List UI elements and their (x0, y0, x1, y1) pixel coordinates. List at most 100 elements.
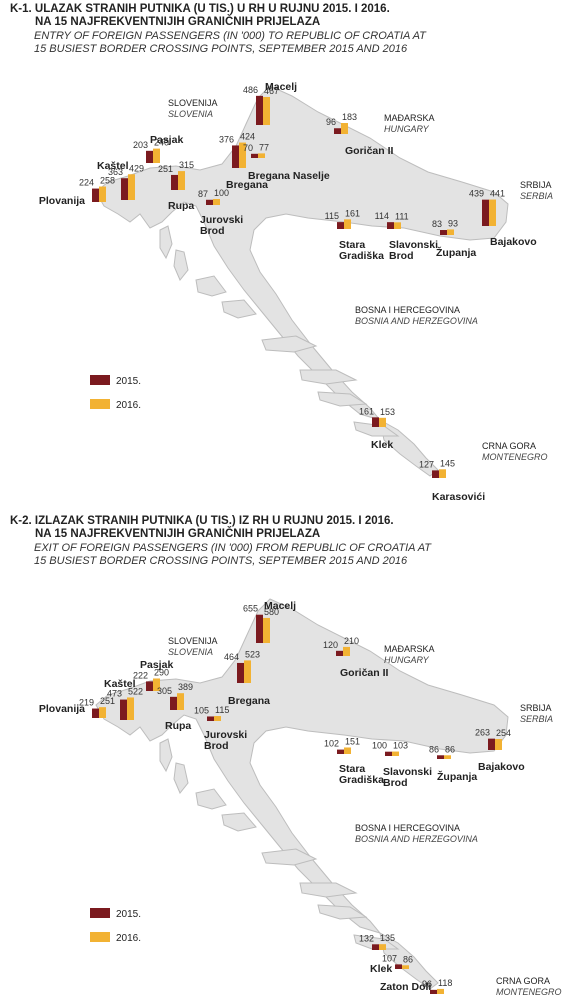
crossing-name-pasjak: Pasjak (150, 134, 183, 146)
subtitle-line-2: 15 BUSIEST BORDER CROSSING POINTS, SEPTE… (34, 555, 408, 567)
bar-2015-plovanija (92, 188, 99, 202)
crossing-name-rupa: Rupa (165, 720, 191, 732)
value-2015-jurovski-brod: 87 (198, 189, 208, 199)
crossing-name-rupa: Rupa (168, 200, 194, 212)
value-2015-plovanija: 224 (79, 178, 94, 188)
island (299, 369, 358, 385)
bar-2015-slavonski-brod (385, 751, 392, 756)
bar-2015-bajakovo (482, 199, 489, 226)
value-2016-rupa: 389 (178, 682, 193, 692)
bar-2016-zupanja (444, 755, 451, 759)
crossing-plovanija: 219 251 Plovanija (39, 696, 115, 718)
island (299, 882, 358, 898)
crossing-klek: 132 135 Klek (359, 933, 395, 975)
country-label-en-slovenia: SLOVENIA (168, 109, 213, 119)
island (221, 812, 257, 832)
value-2015-karasovici: 96 (422, 979, 432, 989)
bar-2016-plovanija (99, 186, 106, 202)
legend-label-2016: 2016. (116, 933, 141, 944)
bar-2016-rupa (177, 693, 184, 710)
value-2016-pasjak: 290 (154, 667, 169, 677)
crossing-slavonski-brod: 100 103 Slavonski Brod (372, 741, 432, 789)
bar-2016-karasovici (437, 988, 444, 994)
value-2016-plovanija: 251 (100, 696, 115, 706)
value-2016-kastel: 429 (129, 163, 144, 173)
crossing-name-bregana-naselje: Bregana Naselje (248, 170, 330, 182)
crossing-zaton-doli: 107 86 Zaton Doli (380, 953, 431, 993)
crossing-name-stara-gradiska: Stara Gradiška (339, 763, 384, 786)
crossing-jurovski-brod: 105 115 Jurovski Brod (194, 705, 247, 752)
value-2015-macelj: 655 (243, 604, 258, 614)
value-2015-rupa: 305 (157, 686, 172, 696)
value-2015-bajakovo: 439 (469, 189, 484, 199)
value-2015-macelj: 486 (243, 85, 258, 95)
title-line-2: NA 15 NAJFREKVENTNIJIH GRANIČNIH PRIJELA… (35, 528, 321, 540)
legend-swatch-2015 (90, 375, 110, 385)
title-line-1: K-2. IZLAZAK STRANIH PUTNIKA (U TIS.) IZ… (10, 515, 394, 527)
bar-2015-stara-gradiska (337, 749, 344, 754)
value-2015-gorican-ii: 120 (323, 640, 338, 650)
map-title: K-1. ULAZAK STRANIH PUTNIKA (U TIS.) U R… (10, 3, 390, 29)
crossing-name-gorican-ii: Goričan II (340, 667, 389, 679)
crossing-gorican-ii: 96 183 Goričan II (326, 112, 394, 157)
legend-label-2016: 2016. (116, 400, 141, 411)
bar-2015-pasjak (146, 150, 153, 163)
value-2016-stara-gradiska: 161 (345, 208, 360, 218)
value-2015-slavonski-brod: 114 (375, 211, 389, 221)
bar-2015-rupa (170, 696, 177, 710)
value-2015-gorican-ii: 96 (326, 117, 336, 127)
value-2016-klek: 153 (380, 407, 395, 417)
bar-2016-pasjak (153, 678, 160, 691)
bar-2015-gorican-ii (336, 650, 343, 656)
value-2016-plovanija: 258 (100, 176, 115, 186)
bar-2015-stara-gradiska (337, 222, 344, 229)
bar-2015-zupanja (440, 230, 447, 235)
crossing-stara-gradiska: 115 161 Stara Gradiška (325, 208, 384, 262)
country-label-bosna-i-hercegovina: BOSNA I HERCEGOVINA (355, 305, 460, 315)
bar-2015-plovanija (92, 708, 99, 718)
country-label-srbija: SRBIJA (520, 180, 552, 190)
title-line-2: NA 15 NAJFREKVENTNIJIH GRANIČNIH PRIJELA… (35, 16, 321, 28)
value-2015-bajakovo: 263 (475, 728, 490, 738)
value-2016-karasovici: 145 (440, 458, 455, 468)
value-2016-zupanja: 86 (445, 744, 455, 754)
crossing-name-klek: Klek (370, 963, 392, 975)
crossing-name-bregana: Bregana (226, 179, 268, 191)
map-panel-entry: K-1. ULAZAK STRANIH PUTNIKA (U TIS.) U R… (0, 0, 579, 500)
value-2015-klek: 132 (359, 933, 374, 943)
crossing-name-plovanija: Plovanija (39, 195, 85, 207)
bar-2015-zupanja (437, 755, 444, 759)
country-label-slovenija: SLOVENIJA (168, 98, 218, 108)
country-label-slovenija: SLOVENIJA (168, 636, 218, 646)
bar-2016-plovanija (99, 707, 106, 718)
value-2016-zupanja: 93 (448, 218, 458, 228)
legend-swatch-2016 (90, 399, 110, 409)
value-2015-rupa: 251 (158, 164, 173, 174)
crossing-name-gorican-ii: Goričan II (345, 145, 394, 157)
bar-2016-macelj (263, 96, 270, 125)
crossing-bregana: 376 424 Bregana (219, 132, 268, 191)
value-2016-slavonski-brod: 111 (395, 211, 409, 221)
value-2016-macelj: 467 (264, 86, 279, 96)
bar-2016-stara-gradiska (344, 219, 351, 229)
crossing-name-stara-gradiska: Stara Gradiška (339, 239, 384, 262)
bar-2015-kastel (121, 178, 128, 200)
value-2015-stara-gradiska: 102 (324, 739, 339, 749)
crossing-name-pasjak: Pasjak (140, 659, 173, 671)
map-subtitle: ENTRY OF FOREIGN PASSENGERS (IN '000) TO… (34, 30, 426, 56)
legend-swatch-2016 (90, 932, 110, 942)
bar-2016-bajakovo (489, 199, 496, 226)
value-2015-slavonski-brod: 100 (372, 741, 387, 751)
bar-2016-macelj (263, 617, 270, 643)
country-label-en-serbia: SERBIA (520, 714, 553, 724)
value-2016-gorican-ii: 210 (344, 636, 359, 646)
island (221, 299, 257, 319)
bar-2016-zupanja (447, 229, 454, 235)
map-title: K-2. IZLAZAK STRANIH PUTNIKA (U TIS.) IZ… (10, 515, 394, 541)
crossing-plovanija: 224 258 Plovanija (39, 176, 115, 207)
value-2015-zupanja: 86 (429, 744, 439, 754)
